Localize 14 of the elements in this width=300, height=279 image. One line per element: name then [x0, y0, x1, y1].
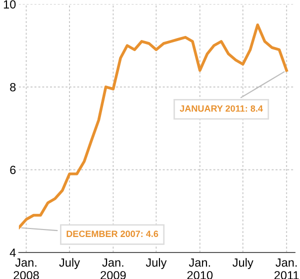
y-tick-label: 6: [10, 166, 16, 174]
line-series: [18, 23, 288, 230]
x-tick-label: July: [232, 258, 254, 270]
x-tick-label: Jan. 2010: [187, 258, 213, 279]
y-tick-label: 8: [10, 82, 16, 92]
annotation: JANUARY 2011: 8.4: [180, 105, 263, 112]
x-tick-label: Jan. 2009: [100, 258, 126, 279]
annotation: DECEMBER 2007: 4.6: [66, 230, 158, 238]
x-tick-label: Jan. 2011: [274, 258, 299, 279]
x-tick-label: Jan. 2008: [14, 258, 39, 279]
y-tick-label: 4: [10, 248, 16, 257]
y-tick-label: 10: [4, 0, 16, 9]
x-tick-label: July: [59, 258, 80, 270]
x-tick-label: July: [146, 258, 167, 270]
